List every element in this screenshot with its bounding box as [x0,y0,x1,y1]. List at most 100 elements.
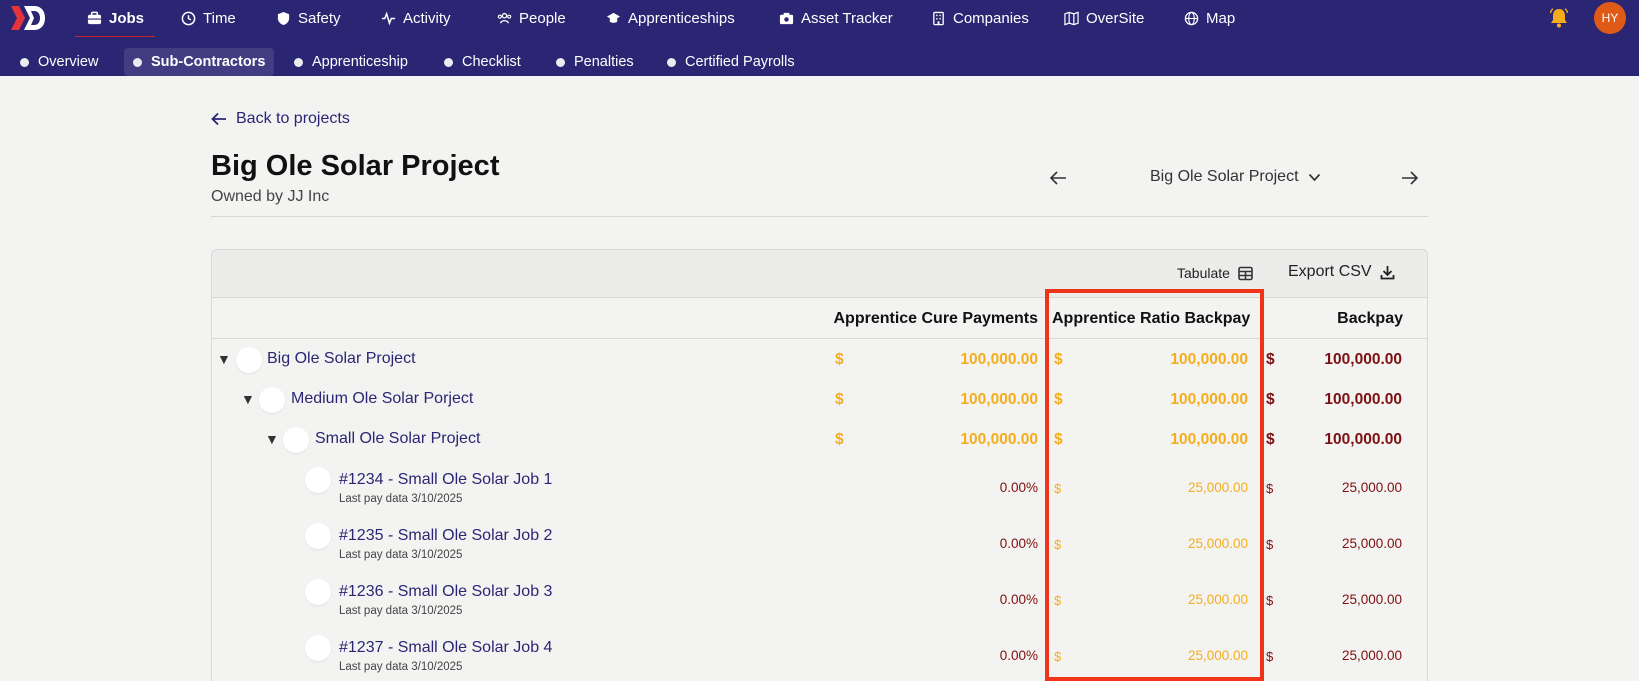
tab-certified-payrolls[interactable]: Certified Payrolls [658,48,804,76]
project-avatar [259,387,285,413]
job-last-pay-date: Last pay data 3/10/2025 [339,493,463,505]
table-toolbar: Tabulate Export CSV [212,250,1427,298]
avatar-initials: HY [1601,11,1619,25]
currency-symbol: $ [1054,593,1062,608]
header-divider [211,216,1428,217]
ratio-backpay-value: 25,000.00 [1187,648,1248,663]
job-last-pay-date: Last pay data 3/10/2025 [339,661,463,673]
nav-oversite[interactable]: OverSite [1064,0,1144,37]
project-avatar [283,427,309,453]
currency-symbol: $ [1054,431,1063,448]
tab-penalties[interactable]: Penalties [547,48,643,76]
tab-dot [444,57,453,67]
map-fold-icon [1064,11,1079,26]
currency-symbol: $ [1266,431,1275,448]
job-avatar [305,467,331,493]
tab-apprenticeship[interactable]: Apprenticeship [285,48,417,76]
globe-icon [1184,11,1199,26]
job-last-pay-date: Last pay data 3/10/2025 [339,605,463,617]
chevron-down-icon [1308,173,1320,181]
collapse-toggle-icon[interactable]: ▼ [265,431,279,447]
tab-sub-contractors[interactable]: Sub-Contractors [124,48,275,76]
nav-jobs-label: Jobs [109,10,145,27]
back-label: Back to projects [236,110,350,127]
ratio-backpay-value: 25,000.00 [1187,480,1248,495]
app-logo-icon[interactable] [10,5,46,31]
subcontractor-table-card: Tabulate Export CSV [211,249,1428,681]
tab-overview-label: Overview [38,54,99,70]
download-icon [1380,265,1394,279]
backpay-value: 100,000.00 [1324,351,1402,368]
building-icon [933,11,944,26]
tab-dot [133,57,142,67]
table-icon [1238,266,1253,280]
tab-certified-payrolls-label: Certified Payrolls [685,54,795,70]
tab-checklist[interactable]: Checklist [435,48,530,76]
tree-row-name[interactable]: Big Ole Solar Project [267,350,416,367]
currency-symbol: $ [1266,481,1274,496]
column-header-apprentice-cure-payments[interactable]: Apprentice Cure Payments [833,310,1038,327]
job-row-name[interactable]: #1237 - Small Ole Solar Job 4 [339,639,553,656]
export-csv-button[interactable]: Export CSV [1288,263,1395,281]
tabulate-button[interactable]: Tabulate [1177,265,1253,281]
nav-companies-label: Companies [953,10,1029,27]
table-header-divider [211,338,1428,339]
bell-icon[interactable] [1548,7,1570,29]
column-header-apprentice-ratio-backpay[interactable]: Apprentice Ratio Backpay [1052,310,1251,327]
nav-time[interactable]: Time [181,0,236,37]
tree-row-name[interactable]: Medium Ole Solar Porject [291,390,474,407]
tabulate-label: Tabulate [1177,265,1230,281]
project-avatar [236,347,262,373]
tab-dot [294,57,303,67]
nav-oversite-label: OverSite [1086,10,1145,27]
collapse-toggle-icon[interactable]: ▼ [241,391,255,407]
project-selector-label: Big Ole Solar Project [1150,168,1299,185]
job-row-name[interactable]: #1234 - Small Ole Solar Job 1 [339,471,553,488]
project-selector[interactable]: Big Ole Solar Project [1150,168,1321,186]
currency-symbol: $ [1266,649,1274,664]
nav-apprenticeships[interactable]: Apprenticeships [606,0,735,37]
ratio-backpay-value: 25,000.00 [1187,536,1248,551]
currency-symbol: $ [1266,537,1274,552]
shield-icon [277,11,290,26]
collapse-toggle-icon[interactable]: ▼ [217,351,231,367]
ratio-backpay-value: 100,000.00 [1170,431,1248,448]
nav-activity-label: Activity [403,10,451,27]
job-avatar [305,579,331,605]
currency-symbol: $ [1266,351,1275,368]
page-subtitle-owner: Owned by JJ Inc [211,188,330,205]
pulse-icon [381,11,396,26]
tab-dot [20,57,29,67]
column-header-backpay[interactable]: Backpay [1337,310,1403,327]
user-avatar[interactable]: HY [1594,2,1626,34]
currency-symbol: $ [1054,481,1062,496]
sub-nav: Overview Sub-Contractors Apprenticeship … [0,37,1639,76]
nav-companies[interactable]: Companies [931,0,1029,37]
tree-row-name[interactable]: Small Ole Solar Project [315,430,481,447]
nav-asset-tracker[interactable]: Asset Tracker [779,0,893,37]
currency-symbol: $ [1266,593,1274,608]
people-icon [497,12,512,24]
job-row-name[interactable]: #1235 - Small Ole Solar Job 2 [339,527,553,544]
next-project-arrow-icon[interactable] [1401,170,1419,186]
nav-safety[interactable]: Safety [276,0,341,37]
nav-time-label: Time [203,10,236,27]
tab-apprenticeship-label: Apprenticeship [312,54,408,70]
back-to-projects-link[interactable]: Back to projects [211,110,350,128]
tab-overview[interactable]: Overview [11,48,107,76]
nav-map[interactable]: Map [1184,0,1235,37]
job-row-name[interactable]: #1236 - Small Ole Solar Job 3 [339,583,553,600]
nav-activity[interactable]: Activity [381,0,451,37]
nav-people[interactable]: People [497,0,566,37]
tab-penalties-label: Penalties [574,54,634,70]
arrow-left-icon [211,112,226,126]
nav-jobs[interactable]: Jobs [87,0,144,37]
ratio-backpay-value: 25,000.00 [1187,592,1248,607]
backpay-value: 25,000.00 [1341,592,1402,607]
previous-project-arrow-icon[interactable] [1049,170,1067,186]
tab-sub-contractors-label: Sub-Contractors [151,54,266,70]
graduation-cap-icon [606,12,621,23]
nav-people-label: People [519,10,566,27]
backpay-value: 25,000.00 [1341,480,1402,495]
camera-icon [779,12,794,25]
